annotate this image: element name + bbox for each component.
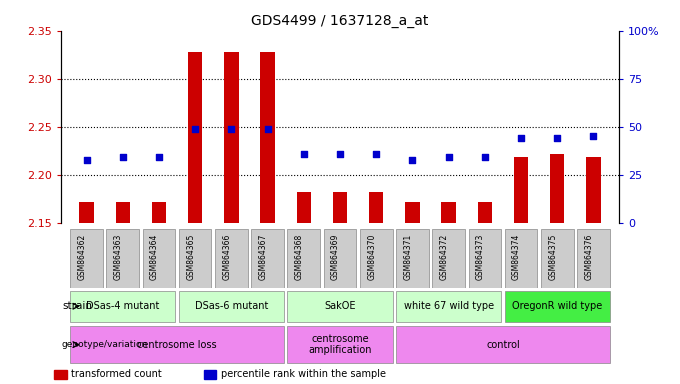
Bar [252,229,284,288]
Text: GSM864363: GSM864363 [114,234,123,280]
Text: GSM864362: GSM864362 [78,234,86,280]
Text: GSM864364: GSM864364 [150,234,159,280]
Text: GSM864367: GSM864367 [258,234,268,280]
Bar [577,229,610,288]
Text: OregonR wild type: OregonR wild type [512,301,602,311]
Bar [505,291,610,321]
Text: DSas-6 mutant: DSas-6 mutant [194,301,268,311]
Bar [469,229,501,288]
Text: GSM864365: GSM864365 [186,234,195,280]
Text: SakOE: SakOE [324,301,356,311]
Text: GSM864368: GSM864368 [295,234,304,280]
Point [371,151,381,157]
Bar [505,229,537,288]
Text: centrosome
amplification: centrosome amplification [308,334,372,356]
Text: GSM864366: GSM864366 [222,234,231,280]
Point [299,151,309,157]
Bar [188,52,203,223]
Bar [333,192,347,223]
Point [335,151,345,157]
Text: GSM864375: GSM864375 [548,234,557,280]
Bar [70,326,284,363]
Point [551,135,562,141]
Bar [179,291,284,321]
Bar [396,326,610,363]
Point [262,126,273,132]
Bar [107,229,139,288]
Text: genotype/variation: genotype/variation [62,340,148,349]
Title: GDS4499 / 1637128_a_at: GDS4499 / 1637128_a_at [252,14,428,28]
Bar [541,229,573,288]
Bar [477,202,492,223]
Point [588,133,599,139]
Bar [179,229,211,288]
Bar [324,229,356,288]
Bar [80,202,94,223]
Bar [70,229,103,288]
Text: GSM864376: GSM864376 [584,234,594,280]
Text: white 67 wild type: white 67 wild type [403,301,494,311]
Text: GSM864369: GSM864369 [331,234,340,280]
Point [118,154,129,161]
Text: percentile rank within the sample: percentile rank within the sample [221,369,386,379]
Point [443,154,454,161]
Bar [550,154,564,223]
Text: control: control [486,339,520,350]
Bar [54,369,67,379]
Text: GSM864373: GSM864373 [476,234,485,280]
Bar [116,202,130,223]
Text: strain: strain [62,301,92,311]
Text: centrosome loss: centrosome loss [137,339,217,350]
Bar [224,52,239,223]
Text: transformed count: transformed count [71,369,162,379]
Bar [586,157,600,223]
Text: GSM864372: GSM864372 [440,234,449,280]
Point [515,135,526,141]
Text: GSM864371: GSM864371 [403,234,412,280]
Text: GSM864370: GSM864370 [367,234,376,280]
Bar [514,157,528,223]
Bar [369,192,384,223]
Bar [432,229,465,288]
Bar [405,202,420,223]
Point [154,154,165,161]
Bar [204,369,216,379]
Bar [143,229,175,288]
Bar [288,326,392,363]
Bar [215,229,248,288]
Point [190,126,201,132]
Point [226,126,237,132]
Bar [396,229,428,288]
Text: DSas-4 mutant: DSas-4 mutant [86,301,159,311]
Bar [288,291,392,321]
Bar [152,202,166,223]
Bar [260,52,275,223]
Text: GSM864374: GSM864374 [512,234,521,280]
Bar [296,192,311,223]
Point [479,154,490,161]
Point [81,157,92,163]
Bar [396,291,501,321]
Bar [360,229,392,288]
Point [407,157,418,163]
Bar [70,291,175,321]
Bar [441,202,456,223]
Bar [288,229,320,288]
